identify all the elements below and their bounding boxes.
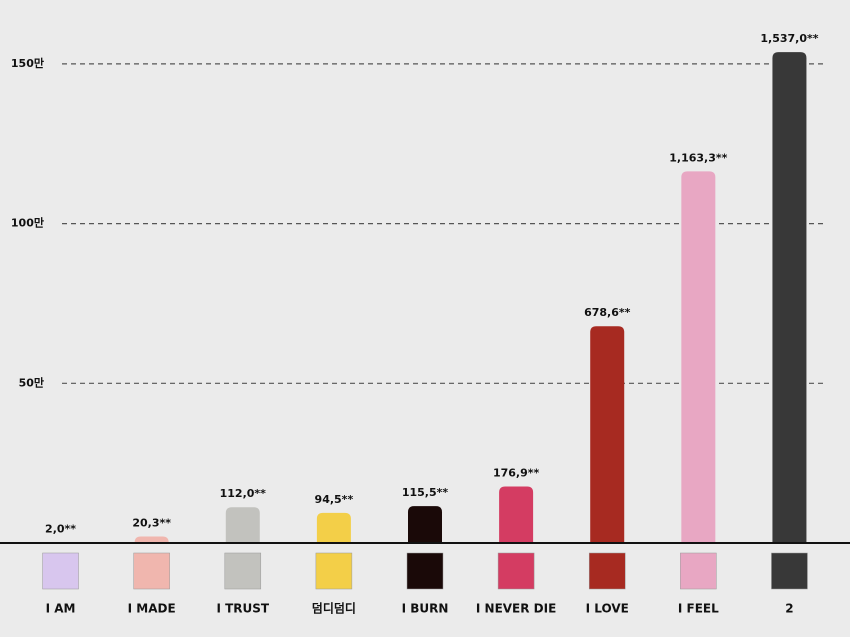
- bar: [225, 507, 260, 543]
- bar: [408, 506, 442, 543]
- album-cover: [224, 552, 262, 590]
- bar: [134, 536, 169, 543]
- value-label: 94,5**: [315, 493, 354, 506]
- value-label: 115,5**: [402, 486, 449, 499]
- album-cover: [133, 552, 170, 590]
- album-cover: [42, 552, 79, 590]
- value-label: 1,163,3**: [669, 151, 727, 164]
- value-label: 112,0**: [220, 487, 267, 500]
- x-tick-label: 2: [785, 602, 793, 616]
- album-cover: [680, 552, 717, 590]
- value-label: 20,3**: [132, 517, 171, 530]
- album-cover: [406, 552, 444, 590]
- y-tick-label: 100만: [11, 216, 44, 230]
- bar: [681, 171, 716, 544]
- y-tick-label: 150만: [11, 56, 44, 70]
- bar: [499, 486, 534, 543]
- album-cover: [315, 552, 353, 590]
- x-tick-label: I FEEL: [678, 602, 719, 616]
- x-tick-label: I MADE: [128, 602, 176, 616]
- bar: [772, 52, 807, 543]
- value-label: 678,6**: [584, 306, 631, 319]
- x-tick-label: I LOVE: [586, 602, 629, 616]
- value-label: 176,9**: [493, 466, 540, 479]
- bar: [316, 512, 351, 543]
- album-cover: [497, 552, 535, 590]
- x-tick-label: 덤디덤디: [312, 601, 356, 616]
- x-tick-label: I BURN: [402, 602, 449, 616]
- album-cover: [588, 552, 626, 590]
- value-label: 1,537,0**: [760, 32, 818, 45]
- y-tick-label: 50만: [19, 375, 44, 389]
- bar: [590, 326, 625, 543]
- x-tick-label: I NEVER DIE: [476, 602, 556, 616]
- value-label: 2,0**: [45, 522, 76, 535]
- x-tick-label: I AM: [46, 602, 76, 616]
- album-cover: [771, 552, 808, 590]
- x-tick-label: I TRUST: [216, 602, 269, 616]
